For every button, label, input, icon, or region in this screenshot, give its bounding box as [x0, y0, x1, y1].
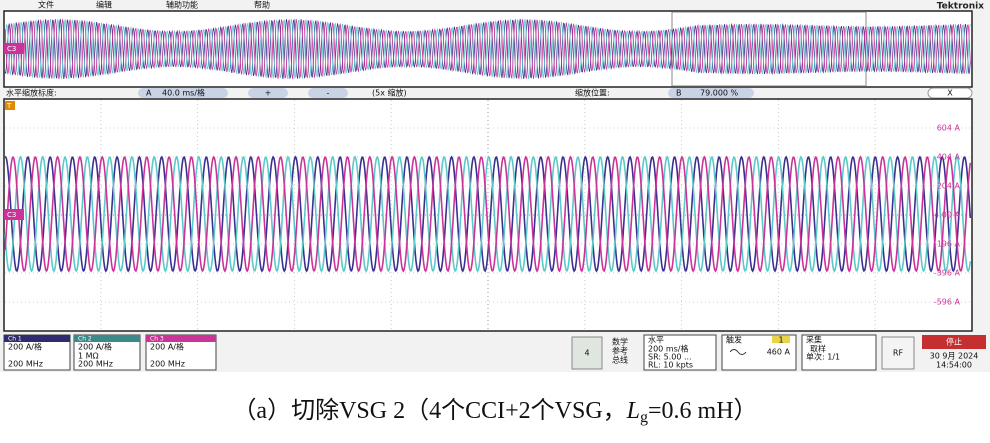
trigger-slope-icon	[729, 349, 747, 355]
caption-suffix: =0.6 mH）	[648, 398, 758, 424]
waveform	[4, 155, 972, 273]
zoom-position-badge: B	[676, 89, 682, 98]
ch3-title: Ch 3	[150, 336, 164, 343]
ch2-line: 1 MΩ	[78, 352, 99, 361]
channel-marker	[4, 43, 24, 54]
zoom-position-value: 79.000 %	[700, 89, 739, 98]
brand: Tektronix	[937, 2, 984, 12]
acquire-title: 采集	[806, 335, 822, 345]
zoom-close: X	[947, 89, 953, 98]
right-label: 604 A	[937, 124, 961, 133]
date: 30 9月 2024	[930, 352, 979, 361]
ch3-header	[146, 335, 216, 342]
ch2-line: 200 A/格	[78, 342, 112, 352]
ch3-line: 200 A/格	[150, 342, 184, 352]
math-menu[interactable]: 总线	[612, 355, 628, 365]
ch1-header	[4, 335, 70, 342]
ch1-line: 200 A/格	[8, 342, 42, 352]
acquire-box[interactable]	[801, 334, 877, 371]
right-label: 4.00 A	[934, 211, 960, 220]
math-menu[interactable]: 参考	[612, 346, 628, 356]
rf-button[interactable]	[881, 336, 915, 370]
menu-item[interactable]: 帮助	[254, 0, 270, 10]
trigger-title: 触发	[726, 335, 742, 345]
horizontal-title: 水平	[648, 335, 664, 345]
ch2-title: Ch 2	[78, 336, 92, 343]
math-menu[interactable]: 数学	[612, 337, 628, 347]
zoom-position-label: 缩放位置:	[575, 88, 610, 98]
channel-marker	[4, 209, 24, 220]
ch2-header	[74, 335, 140, 342]
trigger-source-badge	[772, 336, 790, 343]
waveform	[4, 155, 972, 273]
channel-marker-label: C3	[7, 45, 16, 53]
status-bar: Ch 1 200 A/格 200 MHz Ch 2 200 A/格 1 MΩ 2…	[3, 334, 986, 371]
zoom-plus-button[interactable]	[248, 88, 288, 98]
waveform	[4, 155, 972, 273]
math-button-label: 4	[584, 349, 589, 358]
zoom-close-button[interactable]	[927, 87, 973, 99]
ch3-line: 200 MHz	[150, 360, 185, 369]
acquire-line: 取样	[810, 344, 826, 354]
horizontal-line: RL: 10 kpts	[648, 361, 693, 370]
zoom-factor: (5x 缩放)	[372, 88, 407, 98]
zoom-position-field[interactable]	[668, 88, 754, 98]
zoom-plus: +	[265, 89, 272, 98]
menu-item[interactable]: 辅助功能	[166, 0, 198, 10]
right-label: 204 A	[937, 182, 961, 191]
zoom-minus: -	[327, 89, 330, 98]
ch1-title: Ch 1	[8, 336, 22, 343]
caption-symbol: L	[626, 398, 640, 424]
math-button[interactable]	[571, 336, 603, 370]
right-label: -396 A	[934, 269, 961, 278]
menu-item[interactable]: 编辑	[96, 0, 112, 10]
trigger-marker-label: T	[6, 102, 12, 110]
right-label: -596 A	[934, 298, 961, 307]
waveform	[4, 18, 971, 80]
right-labels: 604 A 404 A 204 A 4.00 A -196 A -396 A -596 A	[934, 124, 961, 307]
rf-label: RF	[893, 349, 904, 358]
zoom-scale-label: 水平缩放标度:	[6, 88, 57, 98]
trigger-source: 1	[778, 336, 783, 345]
horizontal-line: 200 ms/格	[648, 344, 688, 354]
caption-prefix: （a）切除VSG 2（4个CCI+2个VSG，	[232, 397, 626, 424]
waves	[4, 155, 972, 273]
ch1-line: 200 MHz	[8, 360, 43, 369]
waveform	[4, 18, 971, 80]
caption-subscript: g	[640, 409, 648, 426]
overview-waves	[4, 18, 971, 80]
zoom-minus-button[interactable]	[308, 88, 348, 98]
horizontal-line: SR: 5.00 ...	[648, 353, 692, 362]
right-label: 404 A	[937, 153, 961, 162]
right-label: -196 A	[934, 240, 961, 249]
zoom-scale-badge: A	[146, 89, 152, 98]
zoom-scale-value: 40.0 ms/格	[162, 88, 205, 98]
trigger-level: 460 A	[767, 348, 791, 357]
trigger-box[interactable]	[721, 334, 797, 371]
trigger-marker	[5, 101, 15, 110]
ch2-line: 200 MHz	[78, 360, 113, 369]
run-state: 停止	[946, 337, 962, 347]
channel-marker-label: C3	[7, 211, 16, 219]
horizontal-box[interactable]	[643, 334, 717, 371]
run-stop-button[interactable]	[922, 335, 986, 349]
menu-item[interactable]: 文件	[38, 0, 54, 10]
caption: （a）切除VSG 2（4个CCI+2个VSG，Lg=0.6 mH）	[232, 397, 757, 426]
acquire-line: 单次: 1/1	[806, 352, 840, 362]
time: 14:54:00	[936, 361, 972, 370]
zoom-scale-field[interactable]	[138, 88, 228, 98]
